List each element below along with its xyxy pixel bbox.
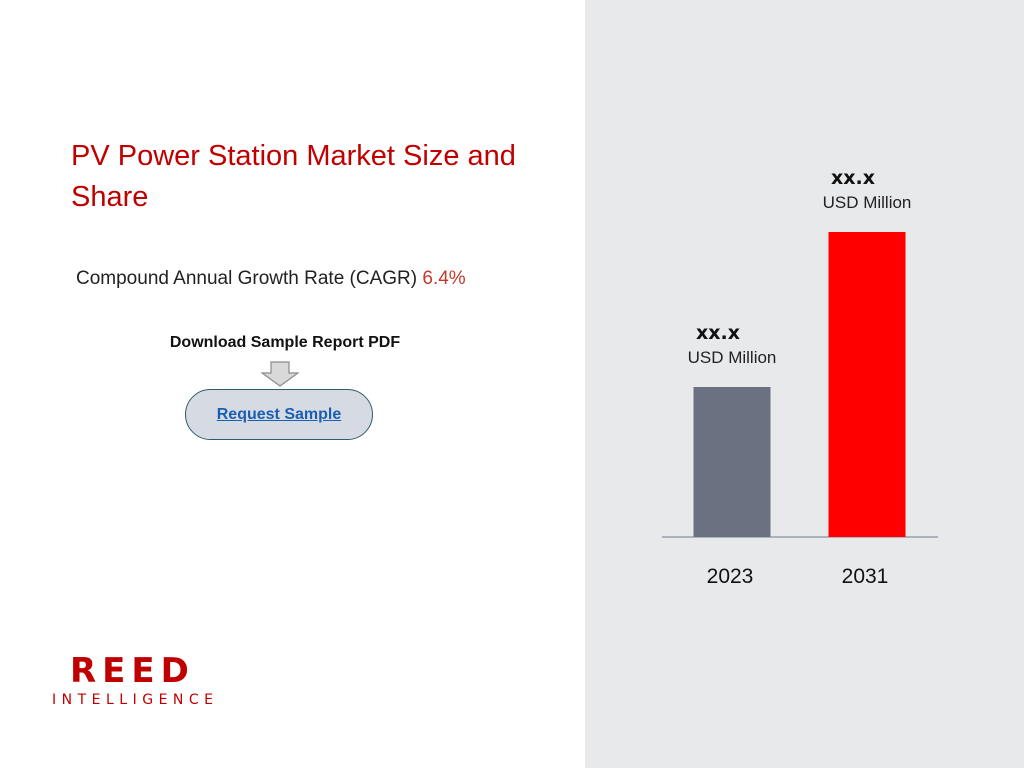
bar-unit-label-2023: USD Million <box>688 348 777 367</box>
down-arrow-icon <box>261 361 299 387</box>
bar-unit-label-2031: USD Million <box>823 193 912 212</box>
cagr-label: Compound Annual Growth Rate (CAGR) <box>76 268 418 289</box>
bar-value-label-2023: xx.x <box>696 322 740 344</box>
reed-intelligence-logo: REED INTELLIGENCE <box>52 651 219 708</box>
page-title: PV Power Station Market Size and Share <box>71 140 516 213</box>
x-tick-label-2031: 2031 <box>842 565 889 588</box>
svg-text:REED: REED <box>70 651 195 691</box>
x-tick-label-2023: 2023 <box>707 565 754 588</box>
cagr-value: 6.4% <box>422 268 466 289</box>
svg-text:INTELLIGENCE: INTELLIGENCE <box>52 692 219 708</box>
bar-value-label-2031: xx.x <box>831 167 875 189</box>
bar-2031 <box>828 232 906 537</box>
bar-2023 <box>693 387 771 537</box>
request-sample-button[interactable]: Request Sample <box>185 389 373 440</box>
chart-panel <box>585 0 1024 768</box>
cagr-line: Compound Annual Growth Rate (CAGR) 6.4% <box>76 268 466 290</box>
download-label: Download Sample Report PDF <box>169 334 401 351</box>
